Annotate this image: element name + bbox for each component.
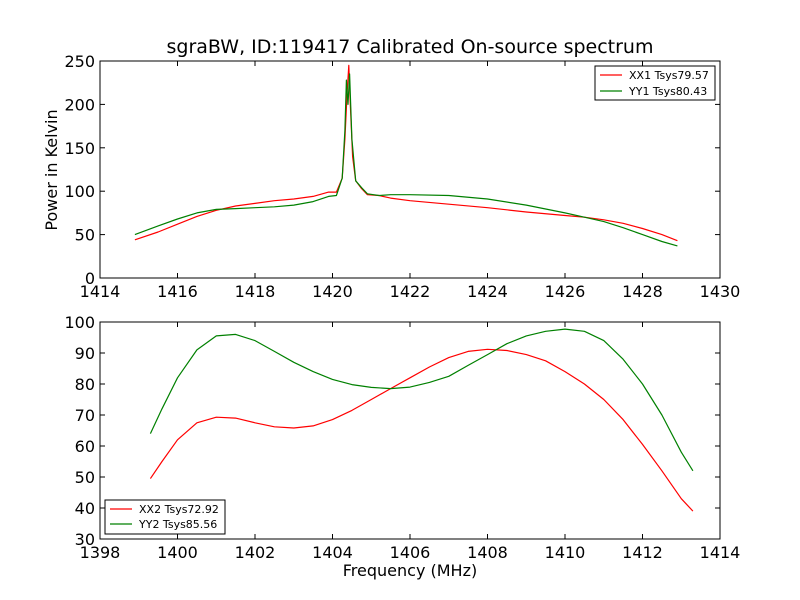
top-subplot: 1414 1416 1418 1420 1422 1424 1426 1428 1430 0 50 1…: [42, 52, 740, 301]
bottom-xtick-label: 1402: [235, 543, 276, 562]
top-ytick-label: 150: [64, 139, 95, 158]
bottom-axes-ticks: 1398 1400 1402 1404 1406 1408 1410 1412 1414 30 40…: [64, 313, 740, 562]
top-xtick-label: 1416: [157, 282, 198, 301]
bottom-legend-label-yy2: YY2 Tsys85.56: [138, 518, 217, 531]
top-xtick-label: 1422: [390, 282, 431, 301]
top-xtick-label: 1414: [80, 282, 121, 301]
bottom-xtick-label: 1406: [390, 543, 431, 562]
bottom-xlabel: Frequency (MHz): [343, 561, 477, 580]
top-series-line-green: [134, 73, 678, 247]
bottom-ytick-label: 60: [75, 437, 95, 456]
bottom-xtick-label: 1400: [157, 543, 198, 562]
bottom-subplot: 1398 1400 1402 1404 1406 1408 1410 1412 1414 30 40…: [64, 313, 740, 580]
figure-title: sgraBW, ID:119417 Calibrated On-source s…: [167, 36, 654, 58]
top-axes-frame: [99, 60, 721, 279]
bottom-xtick-label: 1414: [700, 543, 741, 562]
top-ytick-label: 0: [85, 269, 95, 288]
bottom-ytick-label: 30: [75, 530, 95, 549]
top-series-group: [134, 64, 678, 247]
top-legend-box: [594, 65, 716, 101]
bottom-series-group: [149, 328, 694, 512]
top-legend-label-xx1: XX1 Tsys79.57: [629, 69, 709, 82]
top-legend-label-yy1: YY1 Tsys80.43: [628, 85, 707, 98]
bottom-xtick-label: 1412: [622, 543, 663, 562]
top-legend: XX1 Tsys79.57 YY1 Tsys80.43: [594, 65, 716, 101]
bottom-ytick-label: 90: [75, 344, 95, 363]
top-xtick-label: 1428: [622, 282, 663, 301]
bottom-ytick-label: 50: [75, 468, 95, 487]
bottom-xtick-label: 1398: [80, 543, 121, 562]
top-axes-ticks: 1414 1416 1418 1420 1422 1424 1426 1428 1430 0 50 1…: [64, 52, 740, 301]
bottom-ytick-label: 40: [75, 499, 95, 518]
bottom-ytick-label: 70: [75, 406, 95, 425]
bottom-series-line-red: [149, 348, 694, 512]
bottom-xtick-label: 1408: [467, 543, 508, 562]
top-ytick-label: 250: [64, 52, 95, 71]
top-ytick-label: 100: [64, 182, 95, 201]
bottom-xtick-label: 1404: [312, 543, 353, 562]
top-xtick-label: 1418: [235, 282, 276, 301]
top-ytick-label: 200: [64, 95, 95, 114]
top-xtick-label: 1430: [700, 282, 741, 301]
bottom-series-line-green: [149, 328, 694, 472]
bottom-ytick-label: 100: [64, 313, 95, 332]
bottom-legend: XX2 Tsys72.92 YY2 Tsys85.56: [104, 499, 226, 535]
top-xtick-label: 1426: [545, 282, 586, 301]
bottom-xtick-label: 1410: [545, 543, 586, 562]
bottom-ytick-label: 80: [75, 375, 95, 394]
top-ylabel: Power in Kelvin: [42, 109, 61, 230]
top-xtick-label: 1424: [467, 282, 508, 301]
bottom-legend-label-xx2: XX2 Tsys72.92: [139, 503, 219, 516]
bottom-axes-frame: [99, 321, 721, 540]
bottom-legend-box: [104, 499, 226, 535]
top-xtick-label: 1420: [312, 282, 353, 301]
top-ytick-label: 50: [75, 226, 95, 245]
